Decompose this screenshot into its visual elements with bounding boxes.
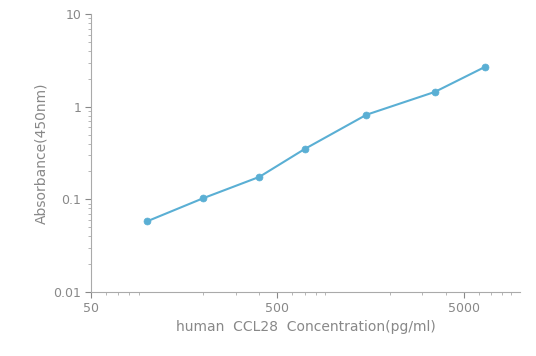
Y-axis label: Absorbance(450nm): Absorbance(450nm)	[34, 82, 48, 224]
X-axis label: human  CCL28  Concentration(pg/ml): human CCL28 Concentration(pg/ml)	[176, 320, 435, 334]
